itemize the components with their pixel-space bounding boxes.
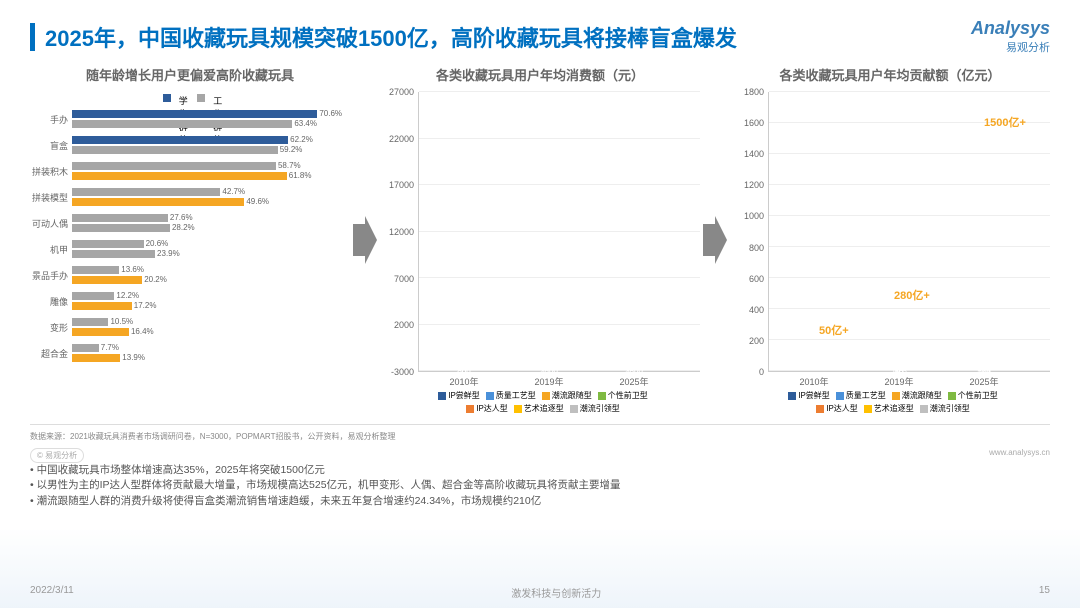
- date: 2022/3/11: [30, 585, 74, 600]
- chart2-title: 各类收藏玩具用户年均消费额（元）: [380, 65, 700, 84]
- logo-sub: 易观分析: [971, 39, 1050, 55]
- arrow-icon: [353, 210, 377, 270]
- accent-bar: [30, 23, 35, 51]
- chart2-legend: IP尝鲜型质量工艺型潮流跟随型个性前卫型IP达人型艺术追逐型潮流引领型: [380, 390, 700, 416]
- legend-swatch-student: [163, 94, 171, 102]
- chart-age-preference: 随年龄增长用户更偏爱高阶收藏玩具 学生群体 工作群体 手办 70.6% 63.4…: [30, 65, 350, 366]
- logo-name: Analysys: [971, 18, 1050, 39]
- chart2-plot: -300020007000120001700022000270008008002…: [380, 92, 700, 372]
- copyright: © 易观分析: [30, 448, 84, 463]
- chart-spending: 各类收藏玩具用户年均消费额（元） -3000200070001200017000…: [380, 65, 700, 416]
- chart3-title: 各类收藏玩具用户年均贡献额（亿元）: [730, 65, 1050, 84]
- chart3-legend: IP尝鲜型质量工艺型潮流跟随型个性前卫型IP达人型艺术追逐型潮流引领型: [730, 390, 1050, 416]
- url: www.analysys.cn: [989, 448, 1050, 463]
- page-title: 2025年，中国收藏玩具规模突破1500亿，高阶收藏玩具将接棒盲盒爆发: [45, 21, 971, 53]
- chart1-title: 随年龄增长用户更偏爱高阶收藏玩具: [30, 65, 350, 84]
- source-text: 数据来源：2021收藏玩具消费者市场调研问卷，N=3000，POPMART招股书…: [30, 431, 1050, 442]
- chart1-bars: 手办 70.6% 63.4% 盲盒 62.2% 59.2% 拼装积木 58.7%…: [30, 106, 350, 366]
- footer: 数据来源：2021收藏玩具消费者市场调研问卷，N=3000，POPMART招股书…: [0, 425, 1080, 516]
- center-text: 激发科技与创新活力: [511, 585, 601, 600]
- chart1-legend: 学生群体 工作群体: [30, 92, 350, 102]
- header: 2025年，中国收藏玩具规模突破1500亿，高阶收藏玩具将接棒盲盒爆发 Anal…: [0, 0, 1080, 65]
- logo: Analysys 易观分析: [971, 18, 1050, 55]
- bottom-bar: 2022/3/11 激发科技与创新活力 15: [30, 585, 1050, 600]
- charts-row: 随年龄增长用户更偏爱高阶收藏玩具 学生群体 工作群体 手办 70.6% 63.4…: [0, 65, 1080, 416]
- bullets: 中国收藏玩具市场整体增速高达35%，2025年将突破1500亿元以男性为主的IP…: [30, 463, 1050, 510]
- chart-contribution: 各类收藏玩具用户年均贡献额（亿元） 0200400600800100012001…: [730, 65, 1050, 416]
- chart3-plot: 0200400600800100012001400160018002010年70…: [730, 92, 1050, 372]
- legend-swatch-work: [197, 94, 205, 102]
- page-number: 15: [1039, 585, 1050, 600]
- arrow-icon: [703, 210, 727, 270]
